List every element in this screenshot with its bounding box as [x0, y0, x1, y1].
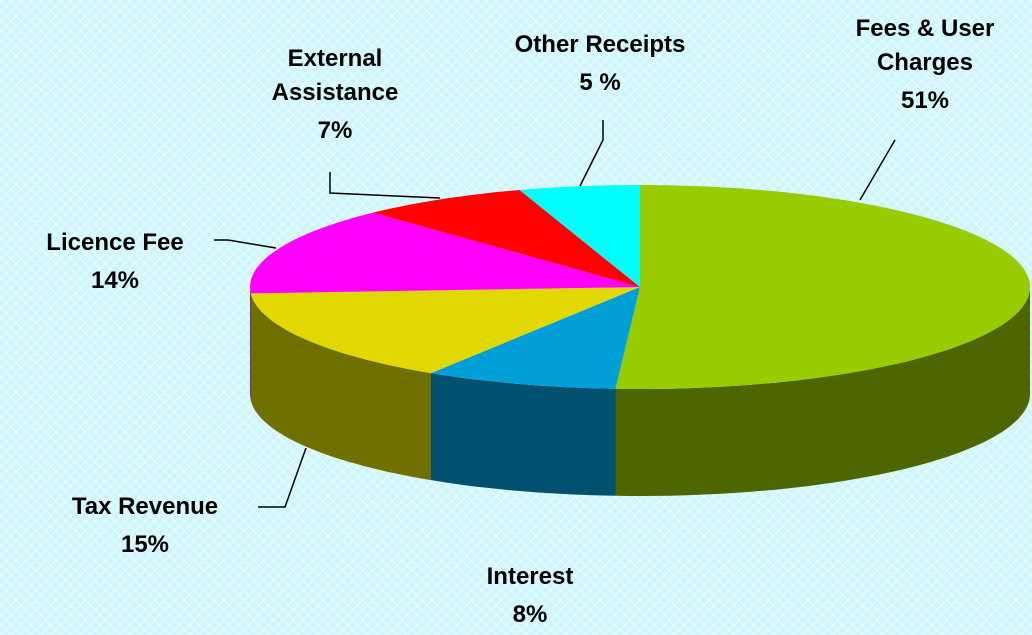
leader-line — [329, 172, 441, 199]
slice-value-label: 51% — [900, 87, 950, 114]
slice-label: External Assistance — [271, 45, 399, 106]
slice — [519, 185, 640, 287]
leader-line — [258, 447, 307, 508]
slice-value-label: 5 % — [579, 69, 621, 96]
slice-value-label: 15% — [120, 531, 170, 558]
slice-label: Other Receipts — [514, 31, 686, 58]
leader-line — [214, 239, 277, 249]
slice-label: Fees & User Charges — [855, 15, 995, 76]
slice-value-label: 8% — [512, 601, 548, 628]
leader-line — [859, 139, 896, 201]
slice-side — [250, 293, 431, 481]
slice-side — [250, 287, 251, 401]
slice — [431, 287, 640, 389]
leader-line — [579, 120, 604, 187]
slice — [615, 185, 1030, 389]
slice-side — [615, 287, 1030, 496]
slice-value-label: 14% — [90, 267, 140, 294]
slice-value-label: 7% — [317, 117, 353, 144]
slice — [373, 190, 640, 287]
slice — [250, 212, 640, 294]
slice — [250, 287, 641, 374]
slice-side — [431, 373, 616, 496]
slice-label: Interest — [486, 563, 574, 590]
slice-label: Licence Fee — [46, 229, 184, 256]
slice-label: Tax Revenue — [71, 493, 219, 520]
